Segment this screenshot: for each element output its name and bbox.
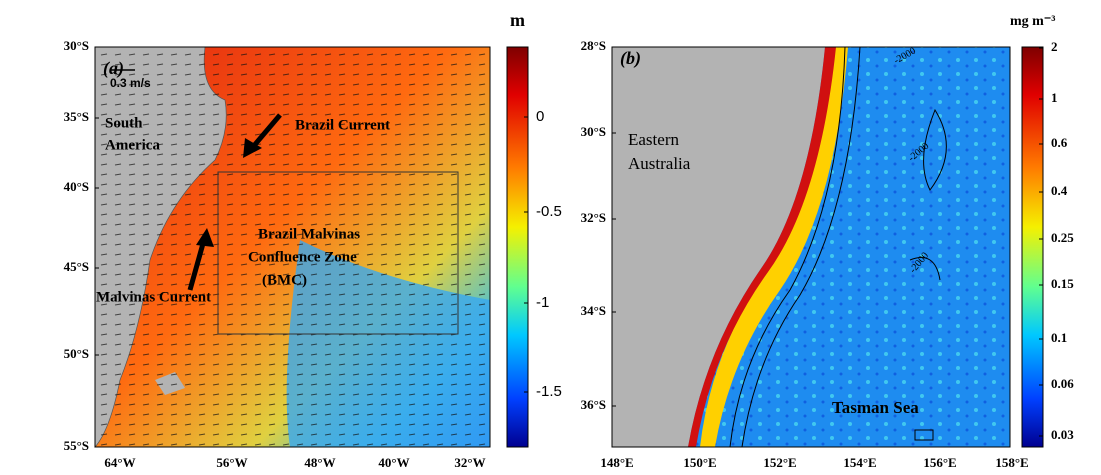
region-label: Eastern: [628, 130, 679, 149]
colorbar-tick-label: 0.25: [1051, 230, 1074, 245]
x-tick-label: 48°W: [304, 455, 335, 470]
y-tick-label: 45°S: [64, 259, 89, 274]
x-tick-label: 158°E: [995, 455, 1028, 470]
region-label: South: [105, 115, 143, 131]
y-tick-label: 32°S: [581, 210, 606, 225]
x-tick-label: 154°E: [843, 455, 876, 470]
y-tick-label: 30°S: [581, 124, 606, 139]
y-tick-label: 50°S: [64, 346, 89, 361]
y-tick-label: 35°S: [64, 109, 89, 124]
colorbar: [506, 46, 529, 448]
colorbar-tick-label: 2: [1051, 39, 1058, 54]
scale-label: 0.3 m/s: [110, 76, 151, 90]
y-tick-label: 55°S: [64, 438, 89, 453]
y-tick-label: 34°S: [581, 303, 606, 318]
y-tick-label: 40°S: [64, 179, 89, 194]
colorbar-tick-label: 0.15: [1051, 276, 1074, 291]
x-tick-label: 156°E: [923, 455, 956, 470]
region-label: Malvinas Current: [96, 289, 211, 305]
region-label: (BMC): [262, 272, 307, 288]
region-label: Confluence Zone: [248, 249, 357, 265]
colorbar: [1021, 46, 1044, 448]
colorbar-tick-label: 0.06: [1051, 376, 1074, 391]
colorbar-tick-label: 0.6: [1051, 135, 1068, 150]
panel-a-map: [94, 46, 491, 448]
colorbar-tick-label: 1: [1051, 90, 1058, 105]
x-tick-label: 152°E: [763, 455, 796, 470]
region-label: Brazil Malvinas: [258, 226, 360, 242]
x-tick-label: 64°W: [104, 455, 135, 470]
x-tick-label: 150°E: [683, 455, 716, 470]
x-tick-label: 148°E: [600, 455, 633, 470]
colorbar-tick-label: -1.5: [536, 383, 562, 400]
region-label: Brazil Current: [295, 117, 390, 133]
colorbar-tick-label: -0.5: [536, 203, 562, 220]
colorbar-tick-label: 0.03: [1051, 427, 1074, 442]
colorbar-unit: m: [510, 10, 525, 30]
y-tick-label: 28°S: [581, 38, 606, 53]
region-label: Australia: [628, 154, 691, 173]
colorbar-tick-label: -1: [536, 294, 549, 311]
region-label: America: [105, 137, 160, 153]
panel-label: (b): [620, 48, 641, 69]
x-tick-label: 40°W: [378, 455, 409, 470]
colorbar-tick-label: 0.4: [1051, 183, 1068, 198]
colorbar-unit: mg m⁻³: [1010, 14, 1055, 29]
region-label: Tasman Sea: [832, 398, 919, 417]
x-tick-label: 32°W: [454, 455, 485, 470]
panel-b-map: [611, 46, 1011, 448]
y-tick-label: 30°S: [64, 38, 89, 53]
y-tick-label: 36°S: [581, 397, 606, 412]
x-tick-label: 56°W: [216, 455, 247, 470]
panel-label: (a): [103, 58, 124, 79]
colorbar-tick-label: 0: [536, 108, 544, 125]
colorbar-tick-label: 0.1: [1051, 330, 1067, 345]
